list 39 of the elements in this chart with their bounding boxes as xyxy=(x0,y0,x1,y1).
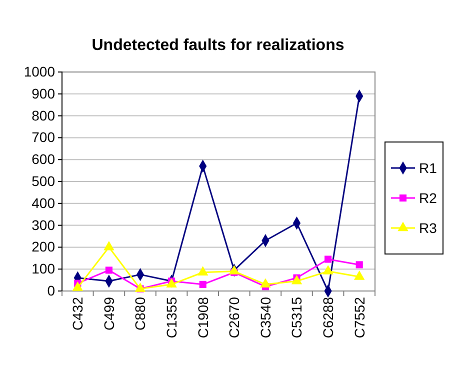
y-tick-label: 500 xyxy=(32,172,56,189)
x-tick-label: C6288 xyxy=(320,296,336,338)
x-tick-label: C7552 xyxy=(351,296,368,338)
x-tick-label: C1908 xyxy=(194,296,211,338)
point xyxy=(72,282,84,291)
point xyxy=(291,274,302,284)
point xyxy=(354,270,365,280)
x-tick-label: C880 xyxy=(132,296,148,330)
chart-title: Undetected faults for realizations xyxy=(92,37,344,54)
point xyxy=(356,261,363,268)
x-tick-label: C3540 xyxy=(257,296,274,338)
x-tick-label: C432 xyxy=(70,296,86,330)
y-tick-label: 400 xyxy=(32,194,56,211)
y-tick-label: 600 xyxy=(32,151,56,168)
y-tick-label: 700 xyxy=(32,129,56,146)
point xyxy=(105,266,112,274)
point xyxy=(324,256,332,263)
x-tick-label: C2670 xyxy=(226,296,242,338)
y-tick-label: 1000 xyxy=(24,63,56,80)
y-tick-label: 100 xyxy=(32,260,56,277)
y-tick-label: 0 xyxy=(47,282,56,298)
y-tick-label: 200 xyxy=(32,238,56,255)
point xyxy=(197,266,208,276)
point xyxy=(228,265,240,274)
point xyxy=(260,278,271,288)
point xyxy=(322,265,334,274)
legend-label: R3 xyxy=(419,220,438,236)
x-tick-label: C1355 xyxy=(163,296,180,338)
y-tick-label: 300 xyxy=(32,216,56,233)
point xyxy=(104,240,114,250)
x-tick-label: C5315 xyxy=(288,296,305,338)
point xyxy=(166,278,177,288)
y-tick-label: 800 xyxy=(32,107,56,124)
point xyxy=(134,282,146,292)
x-tick-label: C499 xyxy=(100,296,117,330)
point xyxy=(199,280,206,288)
legend-label: R1 xyxy=(419,160,438,176)
legend-label: R2 xyxy=(419,190,438,206)
y-tick-label: 900 xyxy=(32,85,56,102)
